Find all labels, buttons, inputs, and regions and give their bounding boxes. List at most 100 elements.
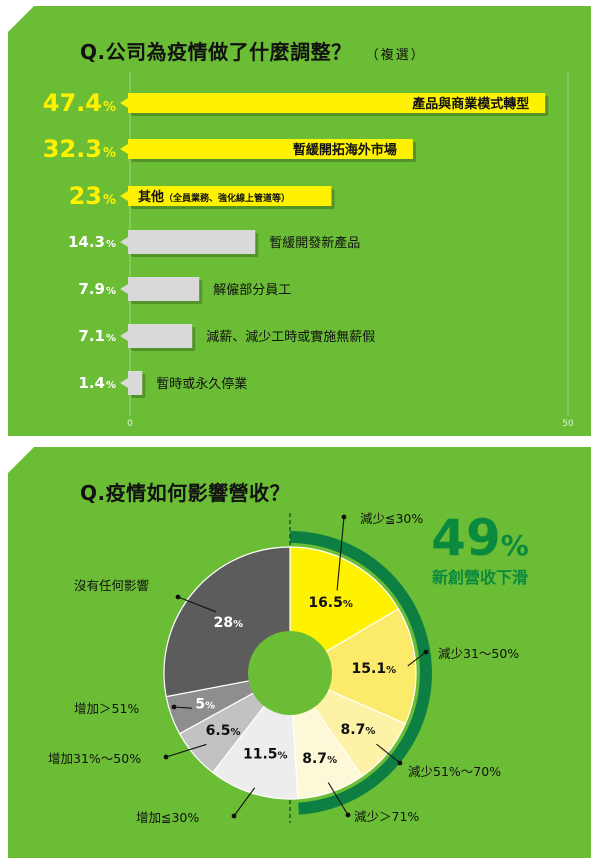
callout-leader-line <box>327 782 349 816</box>
bar <box>120 93 546 113</box>
slice-value-number: 5 <box>195 696 205 712</box>
bar <box>120 139 413 159</box>
adjustments-question-note: （複選） <box>365 48 426 63</box>
slice-value-number: 28 <box>214 615 233 631</box>
bar-category-label: 暫緩開發新產品 <box>269 235 360 251</box>
bar-value-label: 14.3% <box>68 233 116 251</box>
callout-label: 沒有任何影響 <box>74 578 149 593</box>
adjustments-question: Q.公司為疫情做了什麼調整？ （複選） <box>80 36 426 65</box>
bar-category-label: 其他（全員業務、強化線上管道等） <box>138 189 290 205</box>
slice-value-label: 8.7% <box>302 751 337 767</box>
slice-value-unit: % <box>343 599 353 610</box>
slice-value-label: 16.5% <box>308 595 353 611</box>
bar <box>120 324 193 348</box>
bar-category-label: 暫時或永久停業 <box>156 376 247 392</box>
callout-dot <box>423 649 429 655</box>
revenue-panel: Q.疫情如何影響營收？ 16.5% 15.1% 8.7% 8.7% 11.5% 6.5% 5… <box>8 447 591 858</box>
highlight-unit: % <box>501 529 529 562</box>
slice-value-label: 5% <box>195 696 215 712</box>
panel-corner <box>8 6 34 32</box>
donut-hole <box>248 631 332 715</box>
highlight-figure: 49% <box>431 509 529 567</box>
callout-label: 增加＞51% <box>74 701 139 716</box>
slice-value-label: 28% <box>214 615 244 631</box>
callout-dot <box>231 813 237 819</box>
slice-value-label: 8.7% <box>341 722 376 738</box>
bar-category-label: 減薪、減少工時或實施無薪假 <box>206 329 375 345</box>
slice-value-number: 6.5 <box>206 723 231 739</box>
bar-value-unit: % <box>106 333 116 344</box>
callout-leader-line <box>165 743 207 758</box>
bar-value-number: 7.9 <box>78 280 105 298</box>
slice-value-unit: % <box>233 619 243 630</box>
bar-value-label: 1.4% <box>78 374 116 392</box>
x-tick-label: 0 <box>127 419 133 429</box>
bar-category-note: （全員業務、強化線上管道等） <box>164 192 290 204</box>
bar-value-unit: % <box>103 100 116 115</box>
bar <box>120 277 200 301</box>
slice-value-unit: % <box>365 726 375 737</box>
callout-label: 減少＞71% <box>354 809 419 824</box>
callout-dot <box>341 514 347 520</box>
bar <box>120 230 256 254</box>
callout-leader-line <box>407 651 427 667</box>
callout-label: 減少≦30% <box>360 511 423 526</box>
bar-value-unit: % <box>106 286 116 297</box>
adjustments-bar-chart: 0 50 47.4% 產品與商業模式轉型 32.3% 暫緩開拓海外市場 23% 其他（全員業務… <box>43 72 574 429</box>
x-tick-label: 50 <box>562 419 574 429</box>
callout-leader-line <box>177 596 217 613</box>
slice-value-unit: % <box>327 755 337 766</box>
callout-label: 增加≦30% <box>136 810 199 825</box>
adjustments-panel: Q.公司為疫情做了什麼調整？ （複選） 0 50 47.4% 產品與商業模式轉型 32.3… <box>8 6 591 436</box>
bar-value-number: 14.3 <box>68 233 105 251</box>
callout-leader-line <box>173 706 193 709</box>
slice-value-number: 16.5 <box>308 595 343 611</box>
slice-value-label: 11.5% <box>243 746 288 762</box>
bar-value-unit: % <box>103 193 116 208</box>
slice-value-unit: % <box>386 665 396 676</box>
bar <box>120 186 332 206</box>
callout-dot <box>171 704 177 710</box>
bar-value-number: 23 <box>69 182 102 210</box>
slice-value-number: 8.7 <box>341 722 366 738</box>
callout-dot <box>397 760 403 766</box>
callout-dot <box>163 754 169 760</box>
bar-value-label: 7.9% <box>78 280 116 298</box>
donut-slice <box>288 608 417 725</box>
bar-value-unit: % <box>103 146 116 161</box>
callout-dot <box>175 594 181 600</box>
bar-category-label: 產品與商業模式轉型 <box>411 96 529 112</box>
bar-value-number: 32.3 <box>43 135 102 163</box>
bar-category-label: 暫緩開拓海外市場 <box>293 142 397 158</box>
slice-value-number: 11.5 <box>243 746 278 762</box>
callout-leader-line <box>376 743 401 764</box>
bar-category-name: 其他 <box>138 189 164 205</box>
callout-label: 減少31～50% <box>438 646 519 661</box>
callout-leader-line <box>336 516 345 591</box>
highlight-label: 新創營收下滑 <box>432 568 528 587</box>
bar-value-number: 47.4 <box>43 89 102 117</box>
bar-value-label: 23% <box>69 182 116 210</box>
bar-value-unit: % <box>106 380 116 391</box>
slice-value-number: 8.7 <box>302 751 327 767</box>
slice-value-label: 15.1% <box>352 661 397 677</box>
adjustments-question-text: Q.公司為疫情做了什麼調整？ <box>80 40 352 64</box>
slice-value-unit: % <box>205 700 215 711</box>
bar-value-label: 32.3% <box>43 135 116 163</box>
bar-value-number: 7.1 <box>78 327 105 345</box>
bar-value-label: 47.4% <box>43 89 116 117</box>
callout-leader-line <box>233 787 256 817</box>
callout-label: 增加31%～50% <box>48 751 141 766</box>
revenue-question: Q.疫情如何影響營收？ <box>80 481 291 505</box>
bar-category-label: 解僱部分員工 <box>213 282 291 298</box>
callout-dot <box>345 812 351 818</box>
bar-value-unit: % <box>106 239 116 250</box>
slice-value-unit: % <box>230 727 240 738</box>
callout-label: 減少51%～70% <box>408 764 501 779</box>
bar-value-number: 1.4 <box>78 374 105 392</box>
slice-value-label: 6.5% <box>206 723 241 739</box>
bar <box>120 371 143 395</box>
panel-corner <box>8 447 34 473</box>
revenue-donut-chart: 16.5%15.1%8.7%8.7%11.5%6.5%5%28%減少≦30%減少… <box>48 509 529 825</box>
highlight-number: 49 <box>431 509 501 567</box>
